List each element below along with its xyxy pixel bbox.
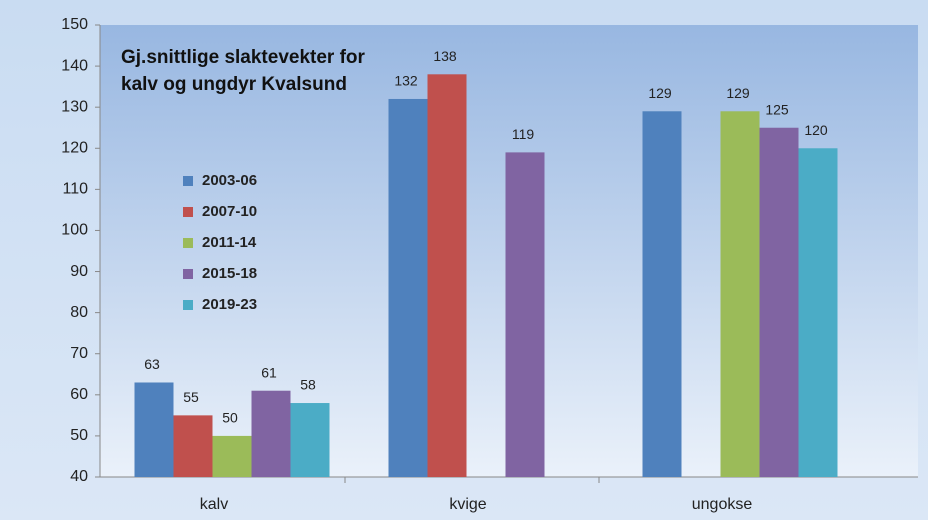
value-label: 138	[433, 48, 457, 64]
bar	[427, 74, 467, 478]
bar	[720, 111, 760, 478]
y-tick-label: 70	[70, 345, 88, 362]
bar	[134, 382, 174, 477]
value-label: 50	[222, 410, 238, 426]
legend-label: 2015-18	[202, 265, 257, 282]
legend-swatch	[183, 238, 193, 248]
bar	[388, 98, 428, 478]
y-tick-label: 120	[61, 139, 88, 156]
bar	[642, 111, 682, 478]
bar	[759, 127, 799, 478]
legend-swatch	[183, 207, 193, 217]
y-tick-label: 150	[61, 16, 88, 33]
y-tick-label: 100	[61, 222, 88, 239]
x-tick-label: ungokse	[692, 496, 753, 513]
bar	[212, 435, 252, 477]
y-tick-label: 40	[70, 468, 88, 485]
y-tick-label: 80	[70, 304, 88, 321]
bar	[505, 152, 545, 477]
legend-label: 2007-10	[202, 203, 257, 220]
value-label: 61	[261, 364, 277, 380]
x-tick-label: kvige	[449, 496, 486, 513]
y-tick-label: 60	[70, 386, 88, 403]
chart-title: Gj.snittlige slaktevekter for kalv og un…	[121, 47, 365, 95]
value-label: 129	[648, 85, 672, 101]
x-tick-label: kalv	[200, 496, 228, 513]
value-label: 132	[394, 73, 418, 89]
y-tick-label: 130	[61, 98, 88, 115]
value-label: 58	[300, 377, 316, 393]
legend-swatch	[183, 269, 193, 279]
bar	[251, 390, 291, 477]
bar	[173, 415, 213, 477]
y-tick-label: 140	[61, 57, 88, 74]
value-label: 119	[512, 126, 535, 142]
y-tick-label: 110	[62, 181, 88, 198]
legend-swatch	[183, 300, 193, 310]
bar	[290, 403, 330, 477]
value-label: 120	[804, 122, 828, 138]
legend-label: 2003-06	[202, 172, 257, 189]
bar	[798, 148, 838, 478]
legend-label: 2011-14	[202, 234, 257, 251]
legend-swatch	[183, 176, 193, 186]
y-tick-label: 90	[70, 263, 88, 280]
legend-label: 2019-23	[202, 296, 257, 313]
value-label: 55	[183, 389, 199, 405]
value-label: 63	[144, 356, 160, 372]
value-label: 125	[765, 101, 789, 117]
y-tick-label: 50	[70, 427, 88, 444]
value-label: 129	[726, 85, 750, 101]
